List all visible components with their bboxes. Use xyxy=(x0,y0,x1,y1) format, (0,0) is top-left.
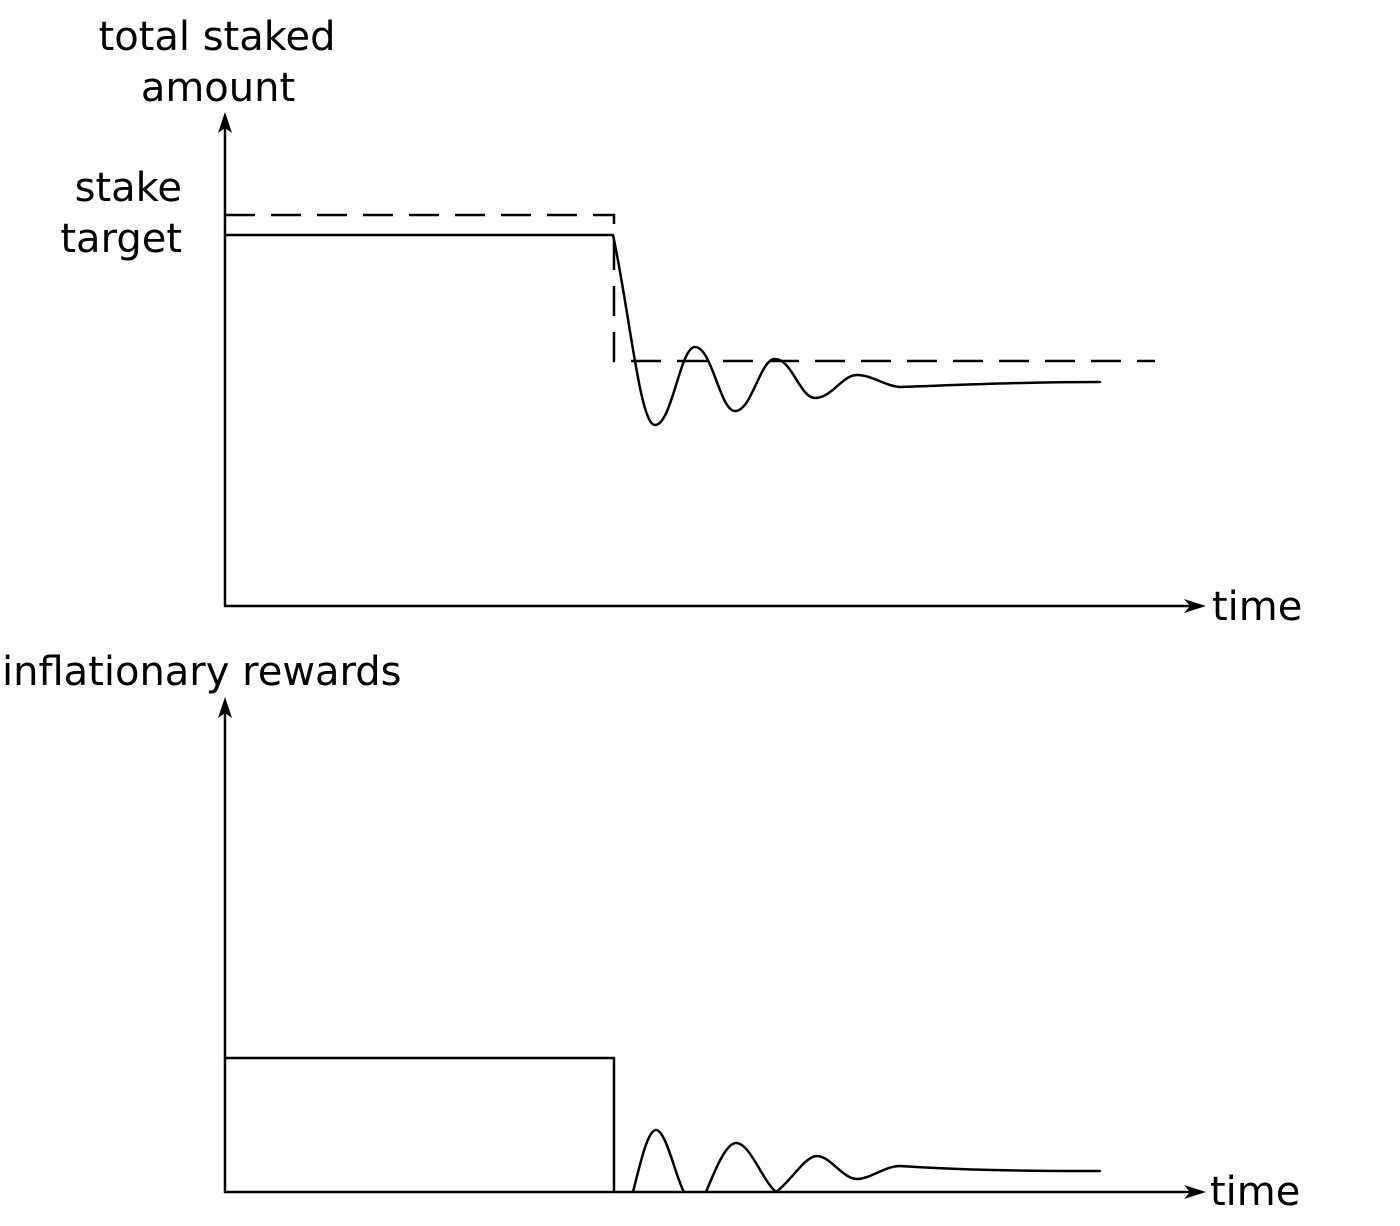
top-x-axis-arrowhead xyxy=(1184,599,1206,613)
top-x-axis-label: time xyxy=(1212,584,1302,630)
top-y-axis-label-line1: total staked xyxy=(99,14,336,60)
total-staked-curve xyxy=(223,233,1102,427)
bottom-y-axis-arrowhead xyxy=(218,697,232,718)
top-y-axis-label-line2: amount xyxy=(141,65,295,111)
rewards-step-line xyxy=(223,1056,616,1194)
stake-target-label-line1: stake xyxy=(75,165,182,211)
bottom-panel: inflationary rewards time xyxy=(2,649,1300,1215)
bottom-x-axis-arrowhead xyxy=(1184,1185,1206,1199)
bottom-x-axis-label: time xyxy=(1210,1169,1300,1215)
top-y-axis-arrowhead xyxy=(218,112,232,133)
stake-target-line xyxy=(225,213,1155,363)
rewards-curve xyxy=(631,1128,1102,1194)
stake-target-label-line2: target xyxy=(60,216,182,262)
top-panel: total staked amount stake target time xyxy=(60,14,1302,630)
bottom-y-axis-label: inflationary rewards xyxy=(2,649,402,695)
